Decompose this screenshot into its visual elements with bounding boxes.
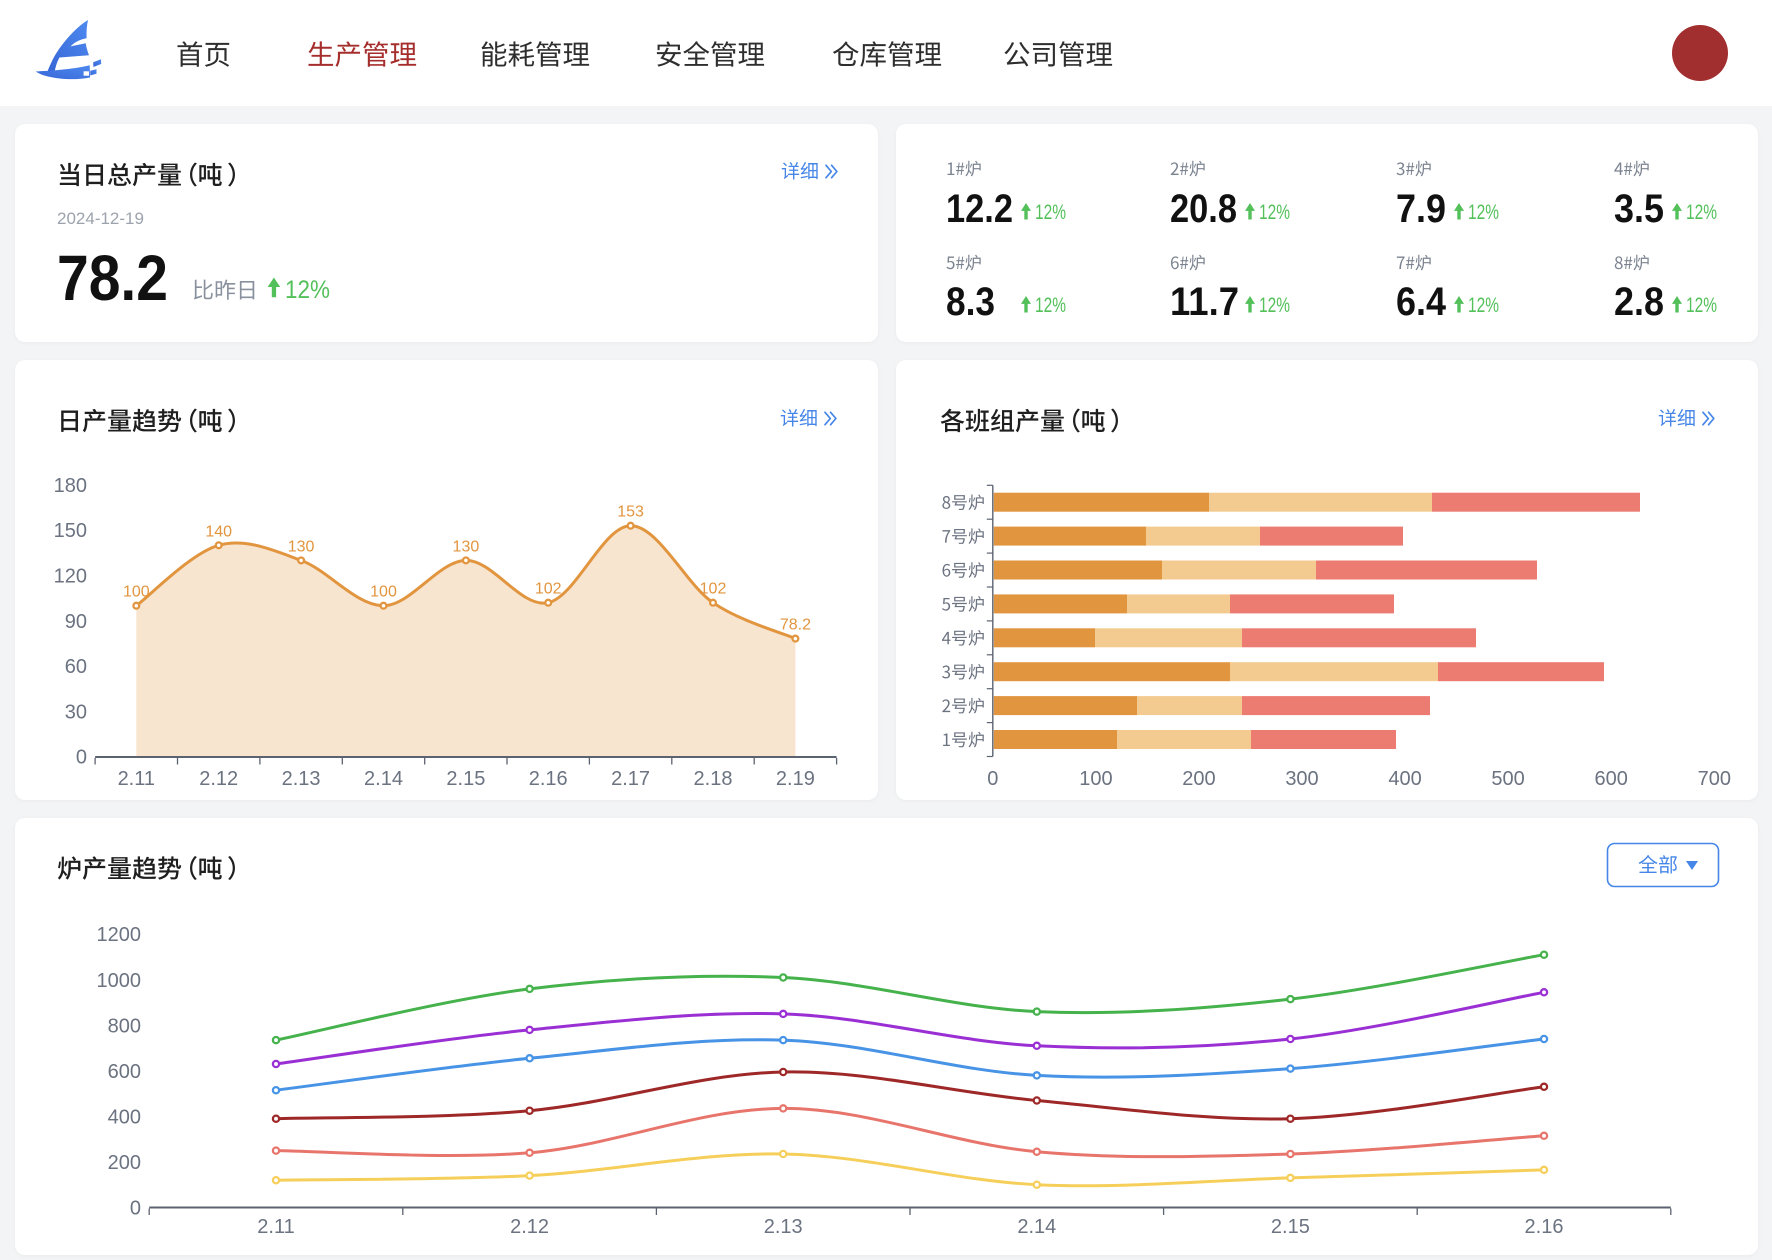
svg-text:30: 30 — [65, 701, 87, 723]
svg-text:150: 150 — [54, 520, 87, 542]
svg-text:600: 600 — [108, 1061, 141, 1083]
svg-text:500: 500 — [1491, 768, 1524, 790]
svg-text:2.13: 2.13 — [282, 768, 321, 790]
svg-text:140: 140 — [205, 523, 232, 540]
svg-text:7.9: 7.9 — [1396, 187, 1446, 231]
svg-text:200: 200 — [108, 1152, 141, 1174]
svg-text:11.7: 11.7 — [1170, 280, 1239, 324]
svg-text:800: 800 — [108, 1015, 141, 1037]
svg-text:78.2: 78.2 — [780, 617, 811, 634]
svg-text:130: 130 — [288, 538, 315, 555]
svg-text:120: 120 — [54, 566, 87, 588]
svg-text:12%: 12% — [1259, 294, 1290, 317]
svg-text:2.8: 2.8 — [1614, 280, 1664, 324]
svg-text:2.15: 2.15 — [446, 768, 485, 790]
svg-text:2.15: 2.15 — [1271, 1216, 1310, 1238]
svg-text:100: 100 — [1079, 768, 1112, 790]
svg-text:200: 200 — [1182, 768, 1215, 790]
svg-text:102: 102 — [535, 581, 562, 598]
svg-text:2.14: 2.14 — [364, 768, 403, 790]
svg-text:2.19: 2.19 — [776, 768, 815, 790]
svg-text:2.16: 2.16 — [529, 768, 568, 790]
svg-text:2.17: 2.17 — [611, 768, 650, 790]
svg-text:20.8: 20.8 — [1170, 187, 1237, 231]
svg-text:0: 0 — [987, 768, 998, 790]
svg-text:2.12: 2.12 — [510, 1216, 549, 1238]
svg-text:8.3: 8.3 — [946, 280, 995, 324]
svg-text:12%: 12% — [1468, 201, 1499, 224]
svg-text:2.11: 2.11 — [118, 768, 155, 790]
svg-text:130: 130 — [453, 538, 480, 555]
svg-text:12.2: 12.2 — [946, 187, 1013, 231]
svg-text:2.14: 2.14 — [1017, 1216, 1056, 1238]
svg-text:2.11: 2.11 — [257, 1216, 294, 1238]
svg-text:0: 0 — [76, 747, 87, 769]
svg-text:102: 102 — [700, 581, 727, 598]
svg-text:300: 300 — [1285, 768, 1318, 790]
svg-text:2.13: 2.13 — [764, 1216, 803, 1238]
svg-text:2.16: 2.16 — [1525, 1216, 1564, 1238]
svg-text:2.12: 2.12 — [199, 768, 238, 790]
svg-text:100: 100 — [370, 584, 397, 601]
svg-text:12%: 12% — [1035, 294, 1066, 317]
svg-text:400: 400 — [1388, 768, 1421, 790]
svg-text:3.5: 3.5 — [1614, 187, 1664, 231]
svg-text:12%: 12% — [1468, 294, 1499, 317]
svg-text:0: 0 — [130, 1198, 141, 1220]
svg-text:180: 180 — [54, 475, 87, 497]
svg-text:78.2: 78.2 — [57, 242, 168, 314]
svg-text:12%: 12% — [285, 276, 330, 304]
svg-text:400: 400 — [108, 1106, 141, 1128]
svg-text:600: 600 — [1595, 768, 1628, 790]
svg-text:1000: 1000 — [97, 970, 142, 992]
svg-text:2024-12-19: 2024-12-19 — [57, 209, 144, 228]
svg-text:12%: 12% — [1686, 294, 1717, 317]
svg-text:1200: 1200 — [97, 924, 142, 946]
svg-text:2.18: 2.18 — [694, 768, 733, 790]
svg-text:700: 700 — [1698, 768, 1731, 790]
svg-text:153: 153 — [617, 504, 644, 521]
svg-text:12%: 12% — [1035, 201, 1066, 224]
svg-text:12%: 12% — [1259, 201, 1290, 224]
svg-text:100: 100 — [123, 584, 150, 601]
svg-text:12%: 12% — [1686, 201, 1717, 224]
svg-text:60: 60 — [65, 656, 87, 678]
svg-text:90: 90 — [65, 611, 87, 633]
svg-text:6.4: 6.4 — [1396, 280, 1447, 324]
